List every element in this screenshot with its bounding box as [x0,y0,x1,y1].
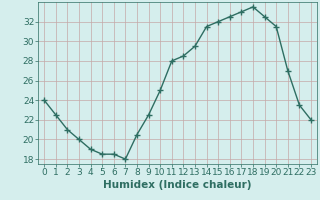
X-axis label: Humidex (Indice chaleur): Humidex (Indice chaleur) [103,180,252,190]
